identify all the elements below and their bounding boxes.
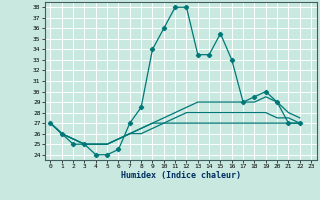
X-axis label: Humidex (Indice chaleur): Humidex (Indice chaleur) — [121, 171, 241, 180]
